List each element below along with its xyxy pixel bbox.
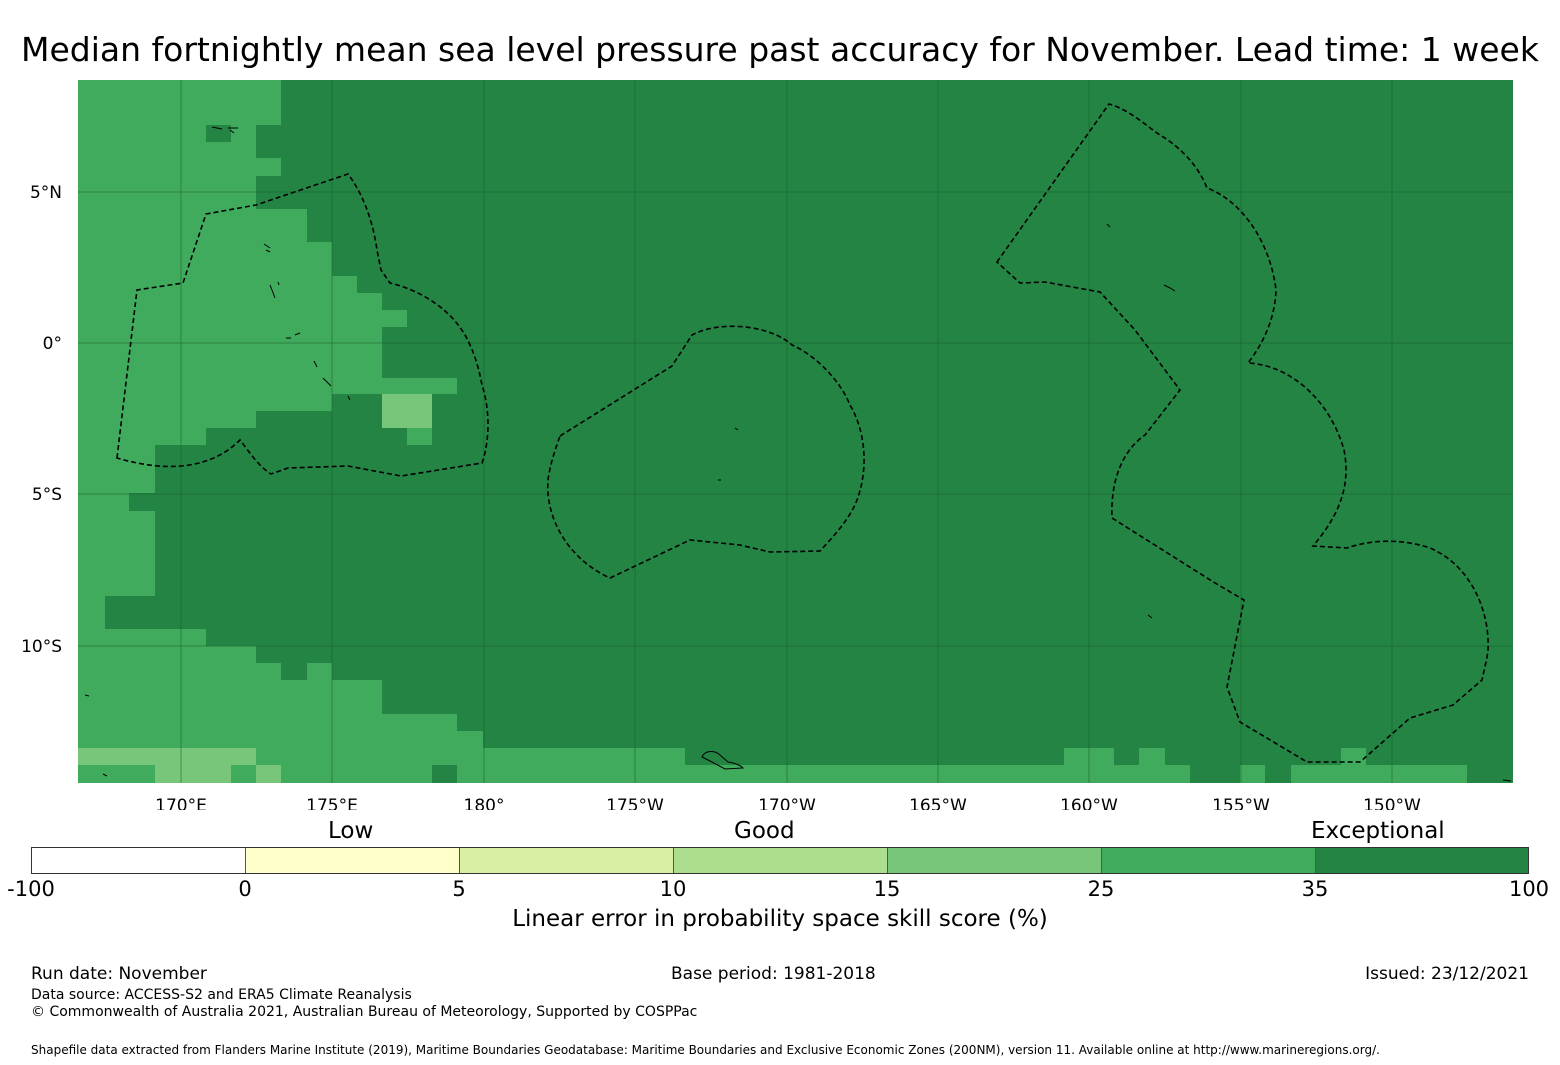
island-outline	[263, 243, 271, 253]
lon-label: 160°W	[1060, 796, 1118, 810]
graticule	[78, 80, 1513, 783]
colorbar-tick: -100	[7, 877, 55, 901]
region-score-25-35-south	[660, 748, 1190, 783]
island-outline	[211, 126, 238, 134]
lon-label: 170°E	[155, 796, 207, 810]
region-score-35-patch	[432, 765, 457, 783]
eez-kiribati-line	[995, 103, 1489, 763]
data-source: Data source: ACCESS-S2 and ERA5 Climate …	[31, 987, 412, 1003]
colorbar-segment	[246, 848, 460, 873]
island-outline	[269, 281, 280, 299]
colorbar-tick: 100	[1508, 877, 1550, 901]
map-title: Median fortnightly mean sea level pressu…	[21, 30, 1539, 69]
region-score-15-25	[256, 765, 281, 783]
lon-label: 175°E	[306, 796, 358, 810]
colorbar-tick: 5	[452, 877, 466, 901]
colorbar-segment	[674, 848, 888, 873]
lon-label: 175°W	[606, 796, 664, 810]
eez-kiribati-gilbert	[116, 173, 489, 477]
colorbar-segment	[1316, 848, 1528, 873]
colorbar-title: Linear error in probability space skill …	[512, 906, 1048, 932]
latitude-labels: 5°N 0° 5°S 10°S	[21, 183, 62, 657]
lon-label: 180°	[464, 796, 505, 810]
eez-boundaries	[116, 103, 1489, 763]
shapefile-credit: Shapefile data extracted from Flanders M…	[31, 1043, 1380, 1057]
region-score-25-35-west	[78, 80, 685, 783]
colorbar-segment	[32, 848, 246, 873]
region-score-15-25	[155, 765, 231, 783]
island-outline	[84, 694, 108, 777]
lon-label: 165°W	[909, 796, 967, 810]
colorbar-tick: 15	[873, 877, 901, 901]
copyright: © Commonwealth of Australia 2021, Austra…	[31, 1004, 698, 1020]
region-score-35-patch	[332, 394, 382, 428]
region-score-15-25	[78, 748, 256, 765]
island-outline	[286, 332, 301, 339]
legend-category-low: Low	[328, 818, 374, 844]
longitude-labels: 170°E 175°E 180° 175°W 170°W 165°W 160°W…	[155, 796, 1421, 810]
island-outline	[701, 751, 745, 770]
lon-label: 155°W	[1212, 796, 1270, 810]
island-outline	[718, 427, 739, 481]
lat-label: 5°S	[32, 485, 62, 505]
islands	[84, 126, 1512, 782]
legend-category-exceptional: Exceptional	[1311, 818, 1445, 844]
colorbar-tick: 10	[659, 877, 687, 901]
colorbar-tick: 0	[238, 877, 252, 901]
region-score-25-35-south	[1291, 748, 1467, 783]
skill-score-map: 5°N 0° 5°S 10°S 170°E 175°E 180° 175°W 1…	[21, 80, 1513, 810]
colorbar-segment	[1102, 848, 1316, 873]
region-score-35-patch	[206, 125, 231, 142]
eez-tokelau	[547, 325, 865, 579]
island-outline	[1147, 614, 1153, 619]
colorbar-segment	[888, 848, 1102, 873]
map-background	[78, 80, 1513, 783]
colorbar-tick: 25	[1087, 877, 1115, 901]
island-outline	[1502, 779, 1512, 782]
region-score-15-25	[382, 394, 432, 428]
island-outline	[313, 360, 351, 401]
colorbar-tick: 35	[1301, 877, 1329, 901]
issued-date: Issued: 23/12/2021	[1365, 964, 1529, 984]
legend-category-good: Good	[734, 818, 795, 844]
colorbar-segment	[460, 848, 674, 873]
lon-label: 150°W	[1363, 796, 1421, 810]
lon-label: 170°W	[758, 796, 816, 810]
colorbar	[31, 847, 1529, 874]
region-score-25-35-south	[1240, 765, 1265, 783]
lat-label: 5°N	[30, 183, 62, 203]
island-outline	[1106, 223, 1111, 228]
base-period: Base period: 1981-2018	[671, 964, 876, 984]
island-outline	[1163, 284, 1176, 292]
run-date: Run date: November	[31, 964, 207, 984]
lat-label: 0°	[43, 334, 62, 354]
lat-label: 10°S	[21, 637, 62, 657]
